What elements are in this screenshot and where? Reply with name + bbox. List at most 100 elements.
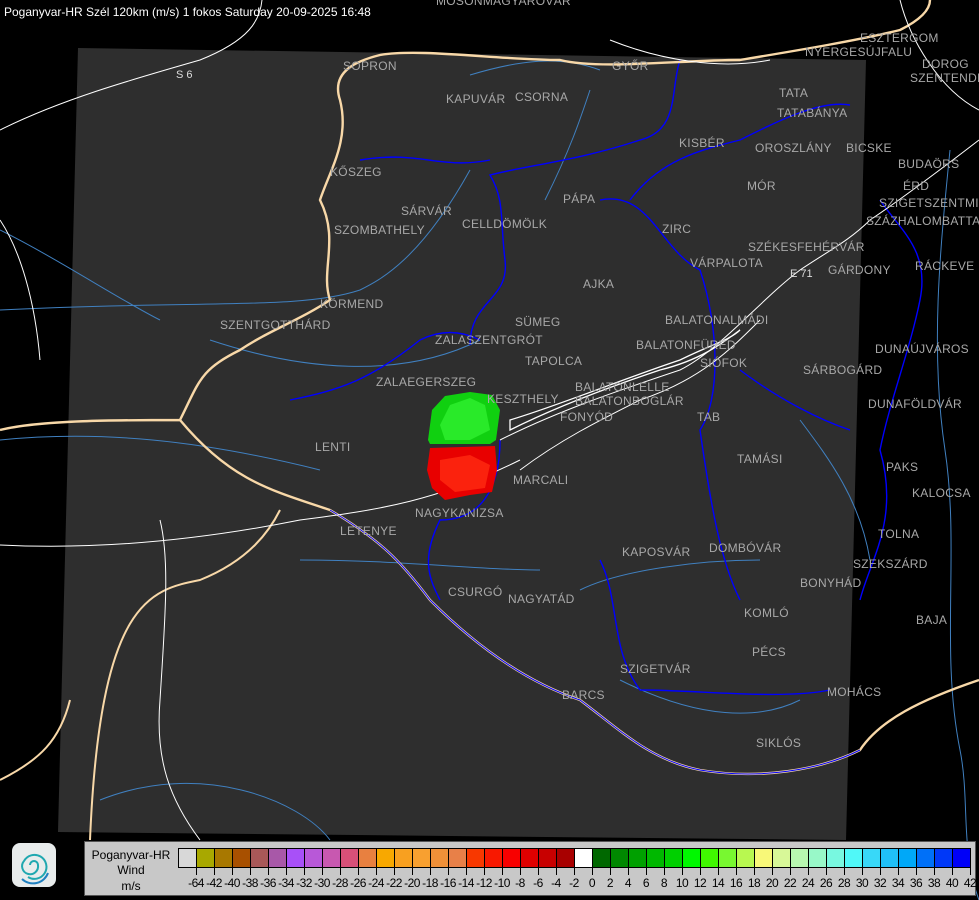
legend-color-cell xyxy=(700,848,719,868)
legend-tick-label: 4 xyxy=(624,876,632,890)
legend-tick xyxy=(700,868,701,875)
city-label: SÁRVÁR xyxy=(401,204,452,218)
legend-tick-label: -38 xyxy=(242,876,258,890)
city-label: BUDAÖRS xyxy=(898,157,960,171)
legend-tick xyxy=(916,868,917,875)
city-label: ZALASZENTGRÓT xyxy=(435,333,543,347)
city-label: PAKS xyxy=(886,460,919,474)
legend-tick xyxy=(682,868,683,875)
city-label: SÜMEG xyxy=(515,315,561,329)
city-label: PÉCS xyxy=(752,645,786,659)
legend-color-cell xyxy=(412,848,431,868)
legend-tick xyxy=(430,868,431,875)
legend-tick-label: -14 xyxy=(458,876,474,890)
city-label: DOMBÓVÁR xyxy=(709,541,782,555)
legend-tick-label: -26 xyxy=(350,876,366,890)
city-label: DOROG xyxy=(922,57,969,71)
legend-color-cell xyxy=(178,848,197,868)
city-label: NAGYATÁD xyxy=(508,592,575,606)
legend-tick xyxy=(304,868,305,875)
legend-color-cell xyxy=(448,848,467,868)
echo-approaching-light xyxy=(440,398,490,440)
legend-tick xyxy=(214,868,215,875)
city-label: SZIGETSZENTMIKLÓS xyxy=(879,196,979,210)
legend-tick-label: -2 xyxy=(569,876,579,890)
legend-color-cell xyxy=(322,848,341,868)
legend-tick-label: 24 xyxy=(801,876,815,890)
city-label: KISBÉR xyxy=(679,136,725,150)
legend-tick xyxy=(340,868,341,875)
legend-tick-label: -30 xyxy=(314,876,330,890)
legend-color-cell xyxy=(646,848,665,868)
legend-tick xyxy=(844,868,845,875)
legend-tick xyxy=(466,868,467,875)
legend-tick xyxy=(556,868,557,875)
swirl-logo-icon xyxy=(21,853,49,885)
legend-color-cell xyxy=(592,848,611,868)
legend-tick xyxy=(718,868,719,875)
city-label: SÁRBOGÁRD xyxy=(803,363,883,377)
city-label: TATABÁNYA xyxy=(777,106,848,120)
legend-tick-label: 30 xyxy=(855,876,869,890)
city-label: KŐSZEG xyxy=(330,165,382,179)
legend-tick xyxy=(502,868,503,875)
legend-color-cell xyxy=(268,848,287,868)
legend-tick xyxy=(880,868,881,875)
legend-tick-label: -34 xyxy=(278,876,294,890)
legend-tick-label: -36 xyxy=(260,876,276,890)
legend-tick xyxy=(322,868,323,875)
legend-color-cell xyxy=(538,848,557,868)
legend-tick-label: 34 xyxy=(891,876,905,890)
legend-tick-label: 12 xyxy=(693,876,707,890)
legend-quantity: Wind xyxy=(117,863,145,877)
city-label: AJKA xyxy=(583,277,615,291)
national-border xyxy=(0,0,979,841)
city-label: MOHÁCS xyxy=(827,685,882,699)
city-label: BALATONLELLE xyxy=(575,380,670,394)
city-label: BICSKE xyxy=(846,141,892,155)
legend-color-cell xyxy=(916,848,935,868)
legend-tick xyxy=(610,868,611,875)
legend-tick-label: -42 xyxy=(206,876,222,890)
city-label: SZIGETVÁR xyxy=(620,662,691,676)
city-label: TAMÁSI xyxy=(737,452,783,466)
legend-tick-label: -10 xyxy=(494,876,510,890)
city-label: SZOMBATHELY xyxy=(334,223,425,237)
road-label: E 71 xyxy=(790,268,813,280)
legend-tick-label: 40 xyxy=(945,876,959,890)
legend-color-cell xyxy=(556,848,575,868)
city-label: PÁPA xyxy=(563,192,596,206)
legend-tick-label: -22 xyxy=(386,876,402,890)
legend-tick xyxy=(232,868,233,875)
legend-color-cell xyxy=(520,848,539,868)
legend-color-cell xyxy=(718,848,737,868)
city-label: GÁRDONY xyxy=(828,263,891,277)
legend-unit: m/s xyxy=(121,879,141,893)
legend-tick-label: 22 xyxy=(783,876,797,890)
city-label: DUNAÚJVÁROS xyxy=(875,342,969,356)
legend-color-cell xyxy=(214,848,233,868)
legend-color-cell xyxy=(880,848,899,868)
legend-color-cell xyxy=(574,848,593,868)
city-label: ÉRD xyxy=(903,179,930,193)
city-label: GYŐR xyxy=(612,59,649,73)
legend-color-cell xyxy=(772,848,791,868)
city-label: KOMLÓ xyxy=(744,606,789,620)
legend-tick-label: 20 xyxy=(765,876,779,890)
legend-tick xyxy=(484,868,485,875)
legend-tick xyxy=(394,868,395,875)
city-label: BALATONBOGLÁR xyxy=(575,394,684,408)
city-label: BAJA xyxy=(916,613,948,627)
legend-tick-label: 26 xyxy=(819,876,833,890)
city-label: NAGYKANIZSA xyxy=(415,506,504,520)
legend-color-cell xyxy=(196,848,215,868)
legend-tick xyxy=(412,868,413,875)
legend-tick xyxy=(934,868,935,875)
legend-color-cell xyxy=(844,848,863,868)
city-label: CSURGÓ xyxy=(448,585,503,599)
legend-color-cell xyxy=(376,848,395,868)
legend-tick-label: -18 xyxy=(422,876,438,890)
legend-tick xyxy=(970,868,971,875)
city-label: SZEKSZÁRD xyxy=(853,557,928,571)
legend-color-cell xyxy=(430,848,449,868)
